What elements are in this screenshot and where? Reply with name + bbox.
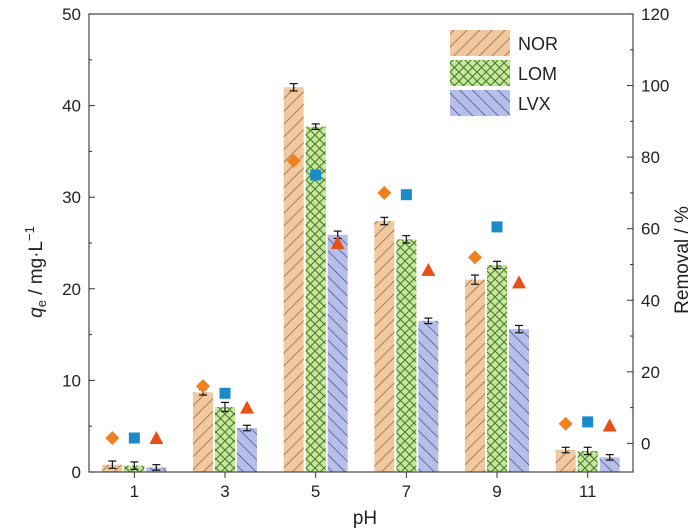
y-tick-label: 10 — [62, 371, 81, 390]
removal-marker — [582, 416, 594, 428]
bar — [577, 450, 598, 472]
bar — [487, 264, 507, 472]
removal-marker — [377, 185, 392, 200]
y2-tick-label: 120 — [641, 5, 669, 24]
removal-marker — [196, 379, 210, 394]
bar — [555, 450, 576, 472]
bar — [237, 428, 257, 472]
y-tick-label: 50 — [62, 5, 81, 24]
removal-marker — [558, 416, 573, 431]
bar — [327, 234, 348, 472]
legend-swatch — [450, 90, 510, 116]
removal-marker — [400, 189, 412, 201]
y2-axis-label: Removal / % — [672, 206, 693, 314]
removal-marker — [105, 431, 120, 446]
bar — [305, 126, 326, 472]
y-tick-label: 30 — [62, 188, 81, 207]
bar — [283, 87, 304, 472]
bar — [193, 392, 213, 472]
removal-marker — [330, 236, 345, 249]
x-tick-label: 7 — [402, 482, 411, 501]
x-tick-label: 1 — [130, 482, 139, 501]
removal-marker — [468, 250, 482, 265]
x-axis-label: pH — [353, 508, 377, 529]
bar — [215, 406, 235, 472]
legend-label: LOM — [518, 64, 557, 84]
y2-tick-label: 60 — [641, 220, 660, 239]
y-tick-label: 20 — [62, 280, 81, 299]
bar — [396, 239, 417, 472]
y-tick-label: 0 — [72, 463, 81, 482]
bar — [465, 279, 485, 472]
bar — [374, 221, 395, 472]
removal-marker — [240, 400, 254, 414]
removal-marker — [310, 169, 322, 181]
legend-swatch — [450, 60, 510, 86]
removal-marker — [602, 418, 617, 432]
bar — [418, 320, 439, 472]
x-tick-label: 9 — [492, 482, 501, 501]
removal-marker — [128, 432, 140, 444]
removal-marker — [149, 431, 164, 445]
removal-marker — [512, 275, 526, 289]
x-tick-label: 3 — [220, 482, 229, 501]
y2-tick-label: 20 — [641, 363, 660, 382]
legend-label: LVX — [518, 94, 551, 114]
x-tick-label: 11 — [579, 482, 597, 501]
y2-tick-label: 40 — [641, 291, 660, 310]
y-tick-label: 40 — [62, 97, 81, 116]
legend-swatch — [450, 30, 510, 56]
removal-marker — [286, 153, 301, 168]
bar — [509, 329, 529, 472]
bar — [599, 457, 620, 472]
removal-marker — [219, 387, 231, 399]
y2-tick-label: 100 — [641, 77, 669, 96]
legend-label: NOR — [518, 34, 558, 54]
removal-marker — [491, 221, 503, 233]
y2-tick-label: 80 — [641, 148, 660, 167]
y-axis-label: qe / mg·L−1 — [22, 226, 49, 318]
y2-tick-label: 0 — [641, 434, 650, 453]
x-tick-label: 5 — [311, 482, 320, 501]
removal-marker — [421, 262, 436, 276]
